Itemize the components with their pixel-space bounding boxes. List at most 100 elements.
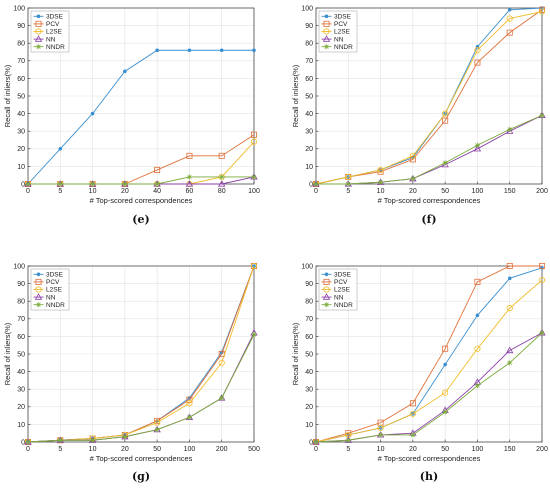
- x-tick-label: 0: [314, 446, 318, 453]
- legend-entry: L2SE: [33, 28, 63, 36]
- y-tick-label: 20: [17, 146, 25, 153]
- y-tick-label: 40: [305, 111, 313, 118]
- y-tick-label: 60: [305, 76, 313, 83]
- data-point: [538, 8, 546, 15]
- legend-entry: NN: [321, 35, 344, 43]
- x-tick-label: 40: [153, 188, 161, 195]
- legend-label: L2SE: [334, 287, 351, 294]
- x-tick-label: 20: [409, 188, 417, 195]
- y-tick-label: 70: [305, 58, 313, 65]
- data-point: [154, 419, 161, 426]
- x-tick-label: 100: [248, 188, 260, 195]
- legend-label: PCV: [46, 279, 60, 286]
- data-point: [25, 439, 31, 445]
- data-point: [345, 437, 351, 443]
- y-tick-label: 60: [17, 334, 25, 341]
- y-tick-label: 100: [13, 263, 25, 270]
- legend-marker: [34, 35, 43, 42]
- y-tick-label: 70: [17, 58, 25, 65]
- data-point: [218, 359, 225, 366]
- y-tick-label: 0: [21, 181, 25, 188]
- data-point: [409, 156, 416, 163]
- x-tick-label: 50: [441, 188, 449, 195]
- legend-marker: [323, 20, 330, 27]
- y-tick-label: 50: [305, 351, 313, 358]
- data-point: [186, 400, 193, 407]
- y-tick-label: 40: [17, 369, 25, 376]
- data-point: [442, 160, 448, 166]
- data-point: [538, 276, 546, 284]
- series-line: [315, 265, 542, 443]
- x-axis-label: # Top-scored correspondences: [90, 454, 193, 463]
- y-tick-label: 10: [305, 164, 313, 171]
- y-tick-label: 80: [305, 41, 313, 48]
- y-axis-label: Recall of inliers(%): [291, 322, 300, 385]
- data-point: [507, 7, 512, 12]
- legend-entry: PCV: [33, 20, 60, 28]
- x-axis-label: # Top-scored correspondences: [90, 196, 193, 205]
- data-point: [251, 174, 257, 180]
- data-point: [345, 181, 351, 187]
- data-point: [506, 29, 513, 36]
- legend-label: NNDR: [334, 44, 353, 51]
- series-line: [316, 114, 543, 185]
- x-tick-label: 10: [377, 446, 385, 453]
- legend-label: PCV: [334, 279, 348, 286]
- x-tick-label: 60: [186, 188, 194, 195]
- data-point: [377, 179, 384, 185]
- series-line: [27, 334, 255, 443]
- data-point: [250, 131, 257, 138]
- y-tick-label: 30: [17, 129, 25, 136]
- data-point: [442, 110, 449, 117]
- x-tick-label: 0: [26, 446, 30, 453]
- legend-marker: [34, 293, 43, 300]
- x-axis-label: # Top-scored correspondences: [378, 196, 481, 205]
- x-tick-label: 100: [184, 446, 196, 453]
- data-point: [218, 152, 225, 159]
- data-point: [409, 410, 416, 417]
- legend-entry: L2SE: [321, 28, 351, 36]
- x-tick-label: 150: [504, 188, 516, 195]
- x-axis-label: # Top-scored correspondences: [378, 454, 481, 463]
- series-l2se: [312, 8, 546, 188]
- data-point: [539, 112, 545, 118]
- legend-label: 3DSE: [334, 272, 352, 279]
- data-point: [57, 181, 63, 187]
- legend-label: L2SE: [46, 287, 63, 294]
- series-line: [27, 49, 254, 185]
- data-point: [506, 262, 513, 269]
- data-point: [58, 147, 63, 151]
- data-point: [474, 59, 481, 66]
- data-point: [539, 330, 545, 336]
- y-tick-label: 80: [305, 299, 313, 306]
- series-line: [315, 11, 543, 185]
- data-point: [122, 434, 128, 440]
- x-tick-label: 50: [441, 446, 449, 453]
- y-tick-label: 10: [17, 164, 25, 171]
- legend-entry: PCV: [321, 20, 348, 28]
- data-point: [186, 152, 193, 159]
- chart-panel: 0 10 20 30 40 50 60 70 80 90 100 0 5 10 20 50 100 150 200 #…: [291, 262, 548, 483]
- data-point: [313, 439, 319, 445]
- series-line: [315, 279, 543, 443]
- series-nndr: [25, 174, 257, 187]
- data-point: [474, 47, 481, 54]
- legend-marker: [322, 35, 331, 42]
- y-tick-label: 30: [17, 387, 25, 394]
- x-tick-label: 10: [377, 188, 385, 195]
- x-tick-label: 0: [26, 188, 30, 195]
- data-point: [507, 126, 513, 133]
- legend-entry: NNDR: [33, 302, 65, 309]
- y-tick-label: 10: [17, 422, 25, 429]
- data-point: [507, 276, 512, 281]
- y-tick-label: 90: [17, 281, 25, 288]
- data-point: [377, 432, 384, 438]
- y-tick-label: 70: [17, 316, 25, 323]
- data-point: [154, 427, 160, 433]
- data-point: [219, 174, 225, 180]
- data-point: [90, 111, 95, 116]
